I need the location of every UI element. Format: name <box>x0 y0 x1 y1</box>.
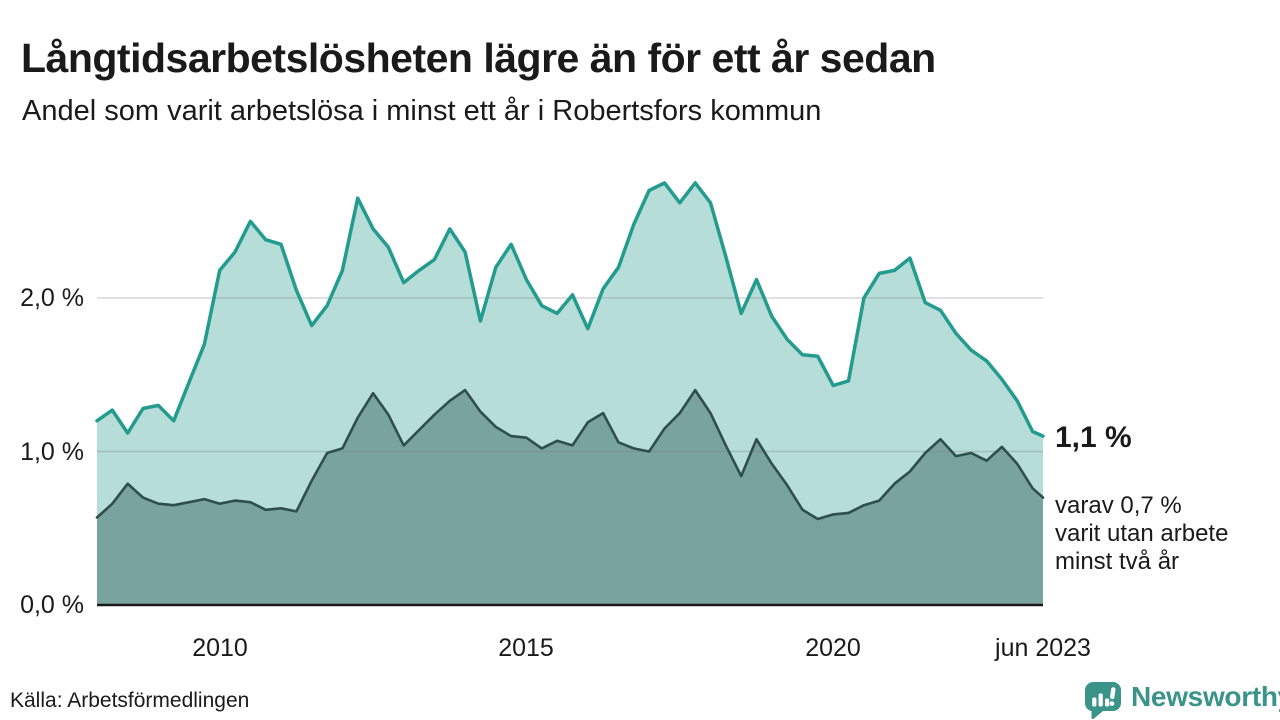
x-axis-label: 2010 <box>192 634 248 662</box>
newsworthy-wordmark: Newsworthy <box>1131 681 1280 712</box>
area-min2yr-fill <box>97 390 1043 605</box>
x-axis-label: jun 2023 <box>995 634 1091 662</box>
y-axis-label: 0,0 % <box>20 591 84 619</box>
x-axis-label: 2015 <box>498 634 554 662</box>
newsworthy-logo: Newsworthy <box>1084 681 1280 719</box>
latest-value-label: 1,1 % <box>1055 421 1132 454</box>
page-title: Långtidsarbetslösheten lägre än för ett … <box>21 35 936 82</box>
newsworthy-bubble-chart-icon <box>1084 682 1121 719</box>
y-axis-label: 2,0 % <box>20 284 84 312</box>
annotation-note-line: minst två år <box>1055 548 1180 575</box>
y-axis-label: 1,0 % <box>20 437 84 466</box>
source-caption: Källa: Arbetsförmedlingen <box>10 689 250 712</box>
x-axis-label: 2020 <box>805 634 861 662</box>
line-min1yr <box>95 181 1045 438</box>
chart-subtitle: Andel som varit arbetslösa i minst ett å… <box>22 95 822 127</box>
annotation-note-line: varit utan arbete <box>1055 520 1229 547</box>
line-min2yr <box>95 388 1045 521</box>
annotation-note-line: varav 0,7 % <box>1055 492 1182 519</box>
annotation-note: varav 0,7 % varit utan arbete minst två … <box>1055 492 1228 576</box>
